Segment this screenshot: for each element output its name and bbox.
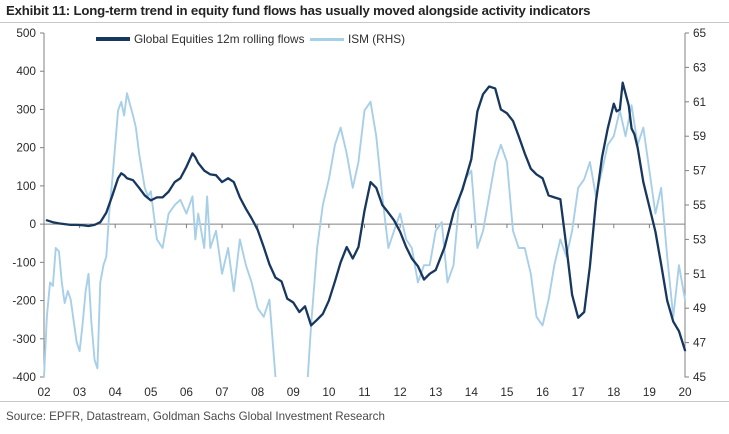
right-axis-tick-label: 55 <box>693 198 707 212</box>
x-axis-tick-label: 13 <box>429 385 443 399</box>
x-axis-tick-label: 20 <box>678 385 692 399</box>
left-axis-tick-label: -300 <box>12 332 36 346</box>
x-axis-tick-label: 15 <box>500 385 514 399</box>
x-axis-tick-label: 16 <box>536 385 550 399</box>
x-axis-tick-label: 03 <box>73 385 87 399</box>
series-line-flows <box>45 81 687 352</box>
chart-plot-area: -400 -300 -200 -100 0 100 200 300 400 500 45 47 49 51… <box>12 26 706 399</box>
right-axis-tick-label: 65 <box>693 26 707 40</box>
right-axis-tick-label: 59 <box>693 129 706 143</box>
x-axis-tick-label: 04 <box>109 385 123 399</box>
header-divider <box>0 22 729 23</box>
left-axis-tick-label: 100 <box>16 179 36 193</box>
x-axis-tick-label: 06 <box>180 385 194 399</box>
left-axis-tick-label: 500 <box>16 26 36 40</box>
right-axis-tick-label: 51 <box>693 267 706 281</box>
right-axis-tick-label: 49 <box>693 301 706 315</box>
footer-divider <box>0 401 729 402</box>
source-note: Source: EPFR, Datastream, Goldman Sachs … <box>6 410 385 423</box>
right-axis-tick-label: 45 <box>693 370 707 384</box>
left-axis-tick-label: 0 <box>29 217 36 231</box>
x-axis-tick-label: 10 <box>322 385 336 399</box>
x-axis-tick-label: 02 <box>37 385 50 399</box>
right-axis-tick-label: 53 <box>693 232 707 246</box>
chart-series <box>43 81 687 377</box>
right-axis-tick-label: 61 <box>693 95 706 109</box>
x-axis-tick-label: 09 <box>287 385 300 399</box>
x-axis-tick-label: 14 <box>465 385 479 399</box>
x-axis-tick-label: 17 <box>572 385 585 399</box>
page-title: Exhibit 11: Long-term trend in equity fu… <box>6 3 591 18</box>
x-axis-tick-label: 07 <box>215 385 228 399</box>
left-axis-tick-label: 300 <box>16 102 36 116</box>
right-axis-tick-label: 63 <box>693 60 707 74</box>
left-axis-tick-label: -200 <box>12 294 36 308</box>
x-axis-tick-label: 08 <box>251 385 265 399</box>
left-axis-tick-label: 400 <box>16 64 36 78</box>
left-axis-tick-label: 200 <box>16 141 36 155</box>
x-axis-tick-label: 19 <box>643 385 656 399</box>
x-axis-tick-label: 05 <box>144 385 158 399</box>
left-axis-tick-label: -400 <box>12 370 36 384</box>
right-axis-tick-label: 57 <box>693 164 706 178</box>
x-axis-tick-label: 18 <box>607 385 621 399</box>
chart-axes: -400 -300 -200 -100 0 100 200 300 400 500 45 47 49 51… <box>12 26 706 399</box>
right-axis-tick-label: 47 <box>693 336 706 350</box>
series-line-ism <box>43 92 686 377</box>
x-axis-tick-label: 12 <box>394 385 407 399</box>
left-axis-tick-label: -100 <box>12 255 36 269</box>
x-axis-tick-label: 11 <box>358 385 370 399</box>
